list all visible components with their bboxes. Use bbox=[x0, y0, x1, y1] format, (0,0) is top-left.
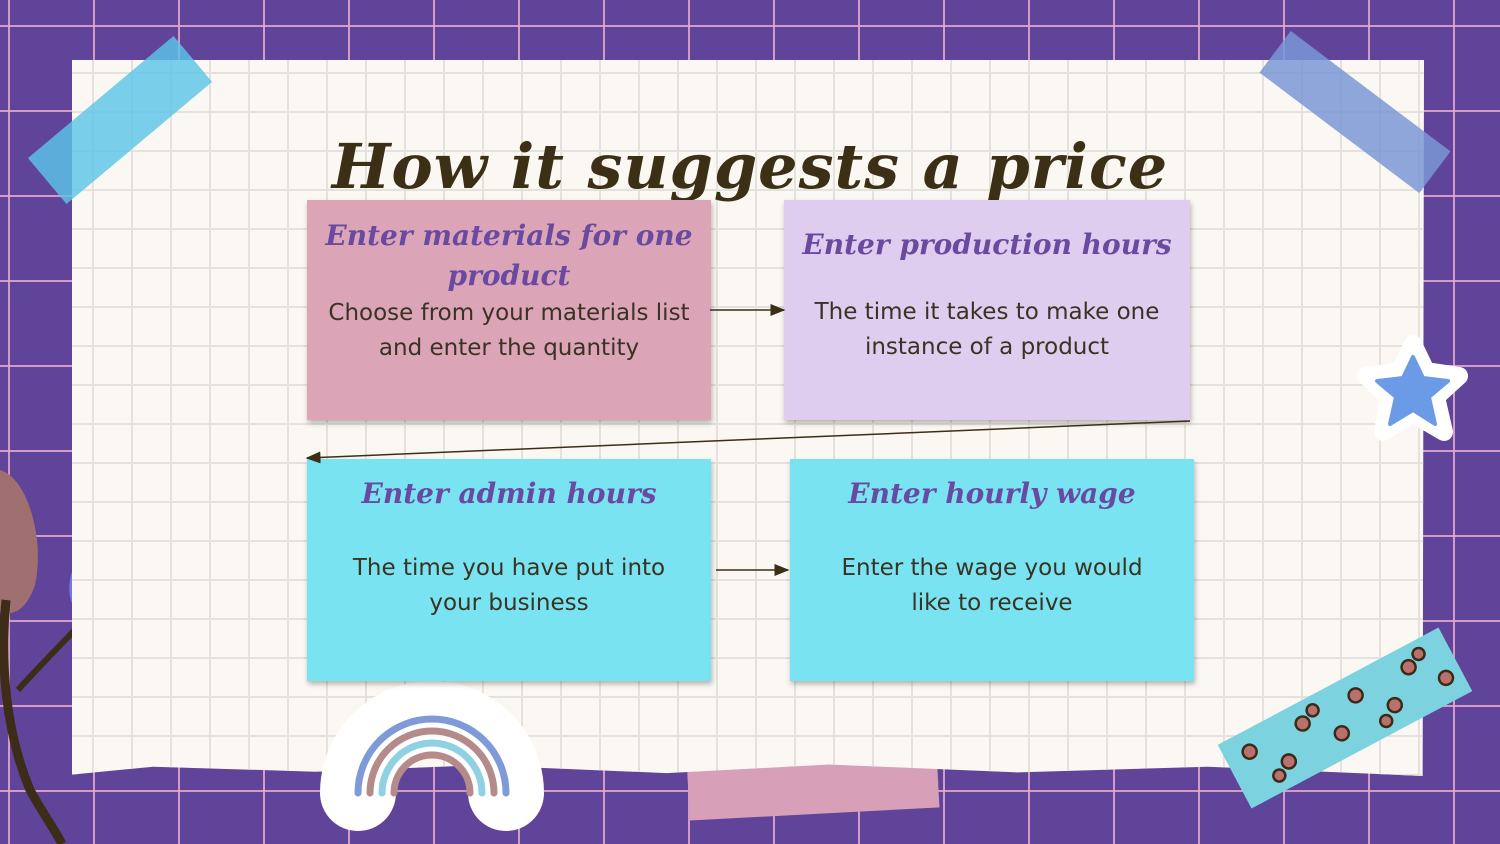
arrow-step2-to-step3 bbox=[307, 421, 1190, 458]
